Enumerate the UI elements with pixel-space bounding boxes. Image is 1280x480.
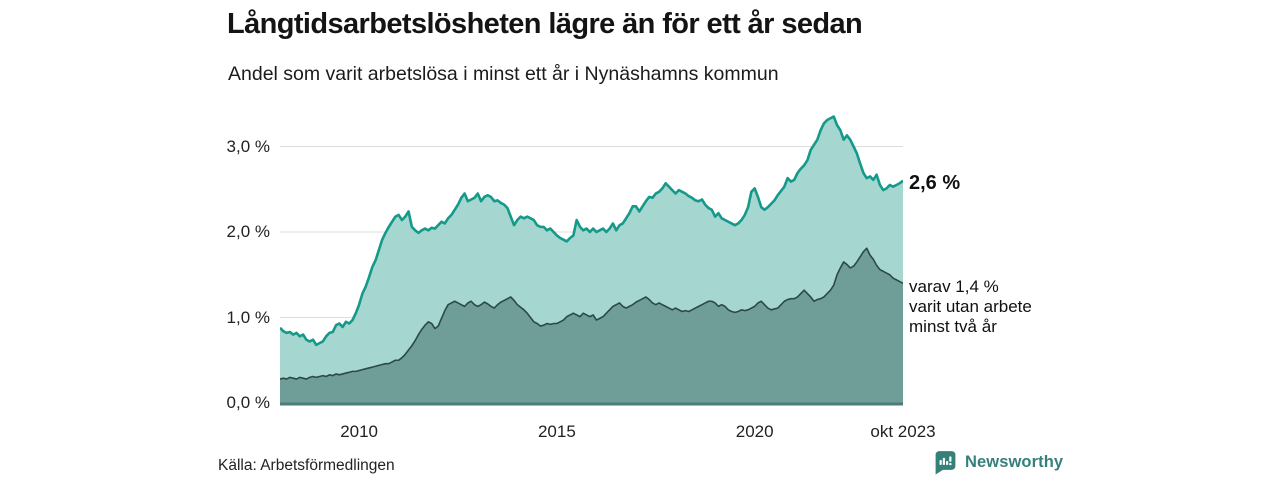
y-tick-label: 0,0 % — [226, 393, 270, 412]
annotation-subset: varav 1,4 % varit utan arbete minst två … — [909, 277, 1032, 337]
x-tick-label: okt 2023 — [870, 422, 936, 441]
annotation-latest-total: 2,6 % — [909, 172, 961, 194]
chart-subtitle: Andel som varit arbetslösa i minst ett å… — [228, 63, 779, 85]
annotation-subset-line2: varit utan arbete — [909, 297, 1032, 316]
series-line-0 — [280, 115, 903, 347]
x-tick-label: 2020 — [735, 422, 774, 441]
series-line-1 — [280, 247, 903, 380]
y-tick-label: 3,0 % — [226, 136, 270, 156]
y-tick-label: 1,0 % — [226, 307, 270, 327]
source-note: Källa: Arbetsförmedlingen — [218, 457, 395, 474]
x-tick-label: 2010 — [340, 422, 379, 441]
brand-logo-lockup: Newsworthy — [933, 449, 1063, 475]
page-title: Långtidsarbetslösheten lägre än för ett … — [227, 8, 863, 40]
annotation-subset-line3: minst två år — [909, 317, 997, 336]
area-chart — [280, 115, 903, 406]
brand-name: Newsworthy — [965, 452, 1064, 471]
newsworthy-icon — [935, 451, 956, 475]
y-tick-label: 2,0 % — [226, 222, 270, 241]
series-area-1 — [280, 248, 903, 403]
annotation-subset-line1: varav 1,4 % — [909, 277, 999, 296]
x-tick-label: 2015 — [537, 422, 576, 441]
